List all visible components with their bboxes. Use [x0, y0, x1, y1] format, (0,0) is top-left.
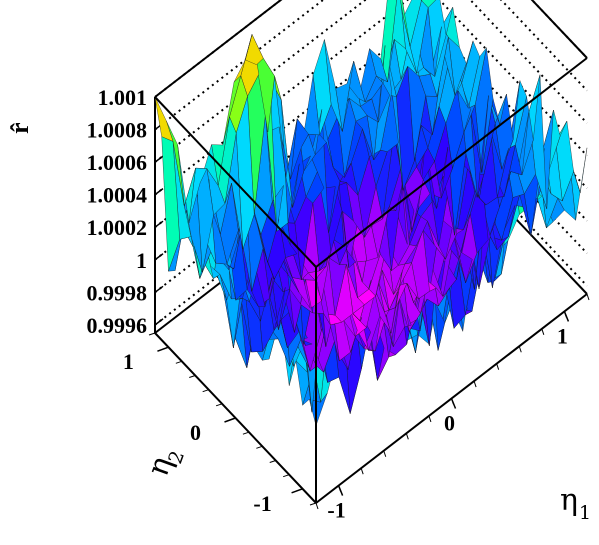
z-tick-mark	[154, 318, 164, 326]
x-minor-tick	[428, 415, 432, 423]
z-tick-label: 0.9996	[87, 313, 148, 338]
y-minor-tick	[242, 431, 250, 435]
y-minor-tick	[215, 403, 223, 407]
y-minor-tick	[269, 460, 276, 463]
box-edge-top-front	[315, 57, 588, 268]
z-tick-mark	[154, 155, 164, 163]
x-tick-label: -1	[327, 498, 345, 523]
y-minor-tick	[148, 332, 156, 336]
x-minor-tick	[563, 311, 567, 318]
y-tick-label: 0	[190, 420, 201, 445]
box-edge-top-left	[154, 96, 317, 268]
x-tick-label: 1	[557, 323, 568, 348]
surface-cell	[400, 0, 411, 47]
y-minor-tick	[283, 474, 290, 478]
box-edge-top-right	[530, 0, 588, 59]
z-tick-label: 1	[136, 248, 147, 273]
z-tick-label: 1.0006	[87, 150, 148, 175]
x-axis-label: η	[560, 483, 578, 518]
y-minor-tick	[189, 375, 196, 378]
z-tick-mark	[154, 285, 164, 293]
x-minor-tick	[315, 502, 319, 510]
y-axis-label: η2	[141, 448, 189, 481]
x-minor-tick	[496, 363, 500, 370]
y-minor-tick	[175, 360, 182, 364]
x-minor-tick	[360, 468, 364, 475]
x-minor-tick	[338, 485, 342, 492]
z-tick-label: 1.0002	[87, 215, 148, 240]
x-minor-tick	[383, 450, 387, 457]
y-tick-label: 1	[123, 349, 134, 374]
y-minor-tick	[296, 488, 303, 492]
z-tick-mark	[154, 220, 164, 228]
z-tick-mark	[154, 188, 164, 196]
y-minor-tick	[162, 346, 169, 350]
surface-mesh	[154, 0, 588, 427]
y-minor-tick	[309, 502, 317, 506]
z-tick-label: 1.0004	[87, 183, 148, 208]
box-edge-top-back	[154, 0, 283, 98]
y-minor-tick	[202, 389, 209, 393]
x-tick-label: 0	[444, 411, 455, 436]
front-axes	[148, 57, 590, 510]
x-minor-tick	[586, 293, 590, 301]
z-tick-label: 1.0008	[87, 118, 148, 143]
x-minor-tick	[451, 398, 454, 405]
z-axis-label: r̂	[5, 122, 34, 134]
x-minor-tick	[541, 328, 545, 335]
axis-labels: 0.9996 0.9998 1 1.0002 1.0004 1.0006 1.0008 1.0…	[5, 85, 591, 524]
z-tick-label: 0.9998	[87, 280, 148, 305]
x-axis-label-subscript: 1	[579, 502, 591, 524]
y-tick-label: -1	[253, 491, 271, 516]
y-minor-tick	[229, 417, 236, 421]
z-tick-label: 1.001	[98, 85, 148, 110]
z-tick-mark	[154, 253, 164, 261]
x-minor-tick	[518, 346, 522, 353]
x-minor-tick	[473, 380, 477, 388]
x-minor-tick	[405, 433, 409, 440]
surface-cell	[154, 96, 174, 142]
z-tick-mark	[154, 90, 164, 98]
y-minor-tick	[256, 445, 263, 449]
